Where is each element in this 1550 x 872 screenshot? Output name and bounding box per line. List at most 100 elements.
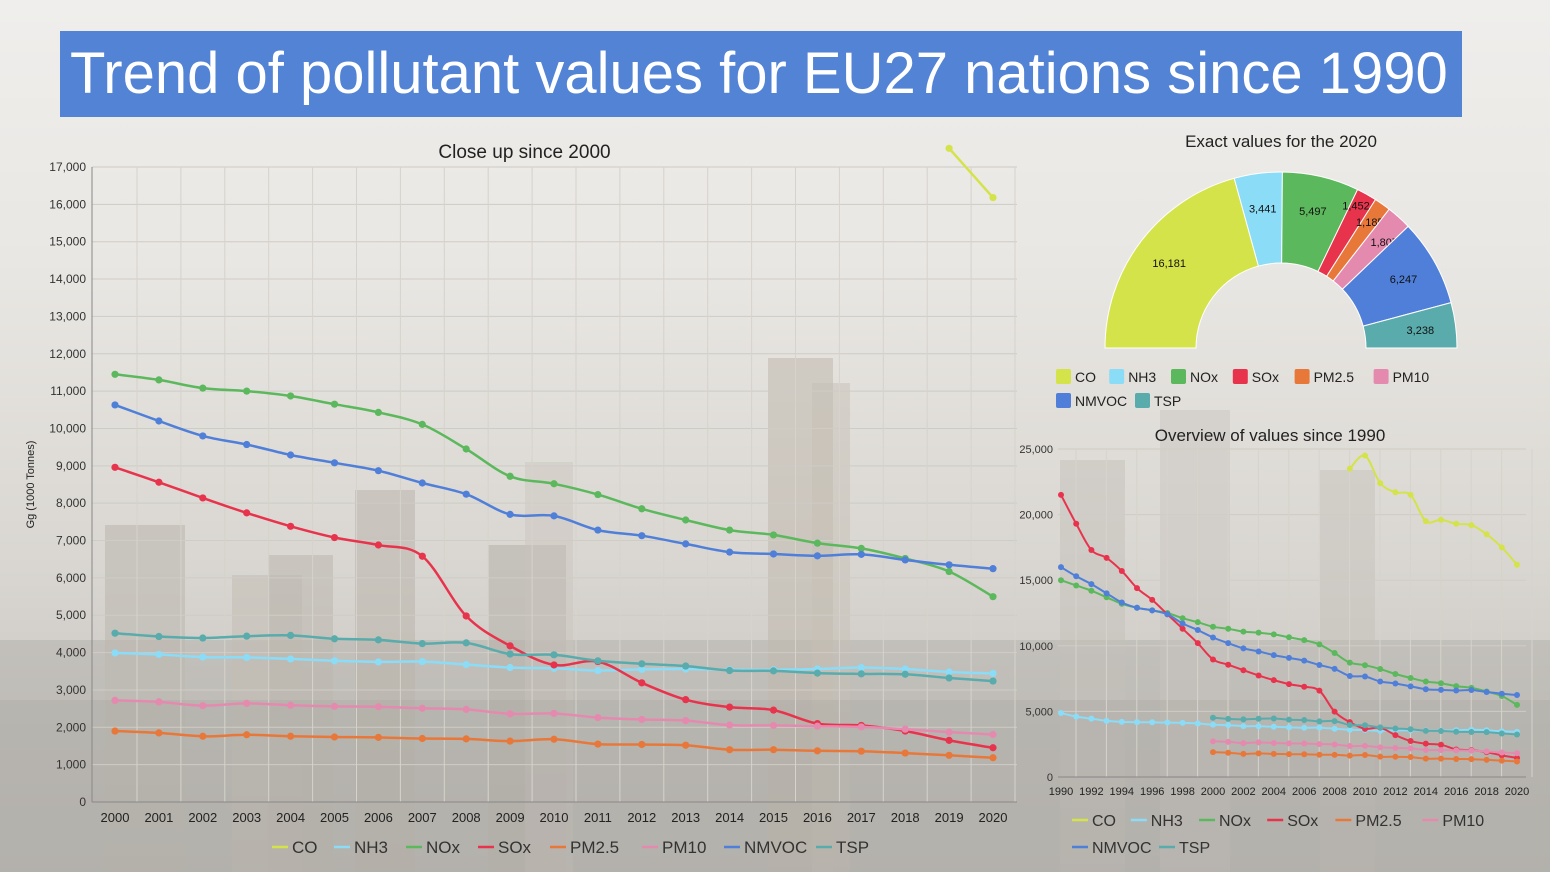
data-point-pm10 — [506, 710, 514, 718]
data-point-pm2-5 — [550, 735, 558, 743]
data-point-sox — [1301, 683, 1308, 690]
legend-label-tsp: TSP — [836, 838, 869, 857]
legend-label-pm2-5: PM2.5 — [1355, 813, 1401, 830]
legend-label-sox: SOx — [1287, 813, 1318, 830]
legend-swatch-nmvoc — [1056, 393, 1071, 408]
data-point-nmvoc — [638, 532, 646, 540]
data-point-nox — [1422, 678, 1429, 685]
data-point-nh3 — [1103, 717, 1110, 724]
y-tick-label: 0 — [79, 795, 86, 809]
data-point-nh3 — [243, 653, 251, 662]
x-tick-label: 2013 — [671, 810, 700, 825]
y-tick-label: 16,000 — [49, 197, 86, 211]
legend-label-pm10: PM10 — [662, 838, 706, 857]
data-point-tsp — [682, 662, 690, 670]
data-point-co — [1362, 452, 1368, 459]
data-point-nox — [330, 400, 339, 408]
data-point-pm10 — [462, 705, 470, 713]
data-point-nmvoc — [769, 550, 778, 558]
data-point-nh3 — [1118, 718, 1125, 725]
data-point-nh3 — [155, 650, 163, 659]
data-point-pm2-5 — [1438, 755, 1444, 762]
data-point-nmvoc — [726, 548, 734, 556]
data-point-nh3 — [330, 657, 339, 665]
x-tick-label: 2016 — [1444, 786, 1468, 798]
x-tick-label: 2020 — [979, 810, 1008, 825]
chart-title: Exact values for the 2020 — [1185, 132, 1377, 151]
legend-swatch-nh3 — [1109, 369, 1125, 384]
data-point-nox — [638, 505, 646, 513]
data-point-nmvoc — [1483, 688, 1490, 695]
legend-label-tsp: TSP — [1154, 393, 1181, 409]
data-point-pm10 — [330, 702, 339, 710]
close-up-line-chart: Close up since 2000 0 1,000 2,000 3,000 4,000… — [25, 142, 1017, 857]
x-tick-label: 2000 — [1201, 786, 1225, 798]
data-point-nh3 — [1149, 719, 1156, 726]
data-point-nh3 — [1270, 723, 1277, 730]
data-point-pm10 — [550, 709, 558, 718]
data-point-nmvoc — [1392, 680, 1399, 687]
data-point-nox — [418, 420, 426, 428]
y-tick-label: 20,000 — [1019, 510, 1053, 522]
data-point-nmvoc — [1286, 654, 1292, 661]
data-point-nmvoc — [506, 510, 514, 518]
data-point-tsp — [769, 667, 778, 675]
data-point-pm10 — [813, 722, 822, 730]
data-point-nmvoc — [199, 432, 207, 440]
legend-label-co: CO — [292, 838, 318, 857]
data-point-pm2-5 — [1331, 751, 1338, 758]
data-point-pm10 — [374, 703, 382, 711]
data-point-nmvoc — [1058, 564, 1064, 571]
data-point-sox — [1270, 677, 1277, 684]
exact-values-donut-chart: Exact values for the 2020 16,181 3,441 5,49… — [1056, 132, 1458, 409]
data-point-nmvoc — [1407, 683, 1414, 690]
data-point-pm10 — [945, 728, 953, 736]
data-point-pm2-5 — [1468, 756, 1475, 763]
data-point-nh3 — [418, 657, 426, 666]
data-point-tsp — [857, 670, 865, 678]
y-tick-label: 6,000 — [56, 571, 86, 585]
data-point-nmvoc — [1210, 634, 1216, 641]
data-point-co — [1422, 518, 1429, 525]
donut-slice-tsp — [1362, 302, 1458, 349]
data-point-pm2-5 — [945, 751, 953, 759]
data-point-co — [1483, 531, 1490, 538]
data-point-nh3 — [945, 668, 953, 676]
data-point-nox — [1270, 631, 1277, 638]
data-point-sox — [1194, 640, 1201, 647]
data-label-co: 16,181 — [1152, 258, 1186, 270]
y-tick-label: 13,000 — [49, 309, 86, 323]
data-point-pm2-5 — [857, 747, 865, 755]
data-point-nox — [594, 490, 602, 499]
data-point-co — [1453, 520, 1460, 527]
y-tick-label: 5,000 — [1025, 706, 1053, 718]
legend-swatch-co — [1056, 369, 1071, 384]
data-point-nmvoc — [1468, 687, 1475, 694]
data-point-pm2-5 — [1346, 752, 1353, 759]
data-point-sox — [199, 494, 207, 502]
data-point-pm10 — [1331, 741, 1338, 748]
data-point-nox — [462, 445, 470, 453]
data-point-tsp — [726, 666, 734, 675]
data-point-tsp — [1392, 725, 1399, 732]
data-point-nox — [1514, 701, 1520, 708]
data-point-pm2-5 — [111, 727, 119, 735]
data-point-nox — [1058, 577, 1064, 584]
page-title: Trend of pollutant values for EU27 natio… — [60, 31, 1462, 117]
data-point-tsp — [594, 657, 602, 665]
data-point-pm2-5 — [330, 733, 339, 741]
data-point-pm2-5 — [989, 754, 997, 762]
data-point-nmvoc — [989, 565, 997, 573]
data-point-nmvoc — [682, 540, 690, 548]
data-point-pm10 — [1468, 747, 1475, 754]
data-point-tsp — [111, 629, 119, 637]
data-point-pm10 — [1225, 738, 1232, 745]
data-point-pm2-5 — [1392, 753, 1399, 760]
data-point-nmvoc — [1194, 627, 1201, 634]
y-tick-label: 7,000 — [56, 534, 86, 548]
data-point-nmvoc — [1438, 686, 1444, 693]
data-point-sox — [1407, 738, 1414, 745]
data-point-pm10 — [1514, 750, 1520, 757]
data-point-sox — [945, 736, 953, 744]
